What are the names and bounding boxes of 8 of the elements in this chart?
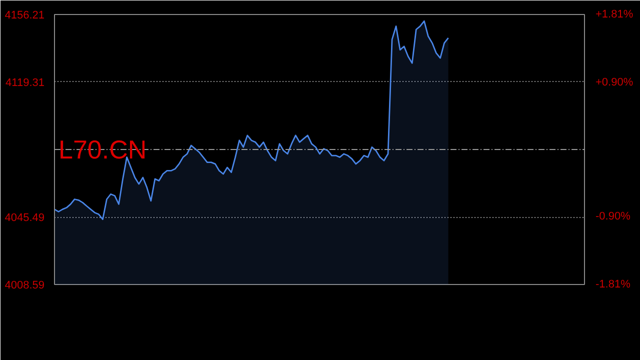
y-tick-label: 4045.49 [4,212,45,224]
y2-tick-label: +1.81% [596,8,634,20]
y-tick-label: 4119.31 [6,76,45,89]
y2-tick-label: -1.81% [596,278,631,290]
y-tick-label: 4156.21 [4,10,45,22]
y-tick-label: 4008.59 [4,280,45,292]
y2-tick-label: -0.90% [596,210,631,223]
y2-tick-label: +0.90% [596,76,634,88]
